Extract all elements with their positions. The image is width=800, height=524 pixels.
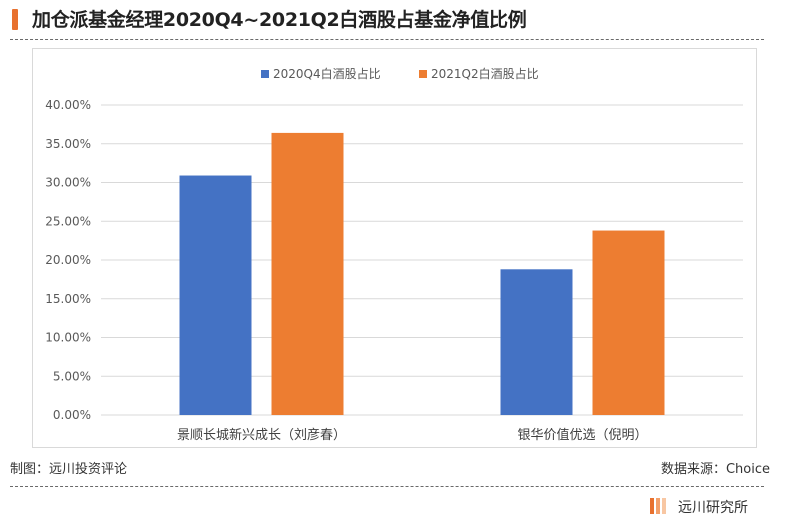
logo-text: 远川研究所 <box>678 500 748 516</box>
legend-swatch <box>261 70 269 78</box>
page-title: 加仓派基金经理2020Q4~2021Q2白酒股占基金净值比例 <box>32 9 527 31</box>
data-source: 数据来源：Choice <box>660 462 770 477</box>
top-divider <box>10 39 764 40</box>
x-category-label: 景顺长城新兴成长（刘彦春） <box>177 427 346 443</box>
title-accent-bar <box>12 9 18 30</box>
bottom-divider <box>10 486 764 487</box>
legend-swatch <box>419 70 427 78</box>
y-tick-label: 25.00% <box>45 214 91 228</box>
bar <box>271 132 344 415</box>
bar <box>179 175 252 415</box>
y-tick-label: 30.00% <box>45 176 91 190</box>
y-tick-label: 5.00% <box>53 369 91 383</box>
bar <box>592 230 665 415</box>
y-tick-label: 35.00% <box>45 137 91 151</box>
y-tick-label: 40.00% <box>45 98 91 112</box>
chart-frame: 0.00% 5.00% 10.00% 15.00% 20.00% 25.00% 30.00%… <box>32 48 757 448</box>
legend-label: 2021Q2白酒股占比 <box>431 66 539 81</box>
y-tick-label: 20.00% <box>45 253 91 267</box>
y-tick-label: 0.00% <box>53 408 91 422</box>
bar <box>500 269 573 415</box>
chart-maker: 制图：远川投资评论 <box>10 462 128 477</box>
bar-chart: 0.00% 5.00% 10.00% 15.00% 20.00% 25.00% 30.00%… <box>45 66 743 443</box>
y-tick-label: 15.00% <box>45 292 91 306</box>
logo-bars-icon <box>650 498 674 514</box>
x-category-label: 银华价值优选（倪明） <box>517 427 647 443</box>
header: 加仓派基金经理2020Q4~2021Q2白酒股占基金净值比例 <box>0 0 800 42</box>
y-tick-label: 10.00% <box>45 331 91 345</box>
legend-label: 2020Q4白酒股占比 <box>273 66 381 81</box>
